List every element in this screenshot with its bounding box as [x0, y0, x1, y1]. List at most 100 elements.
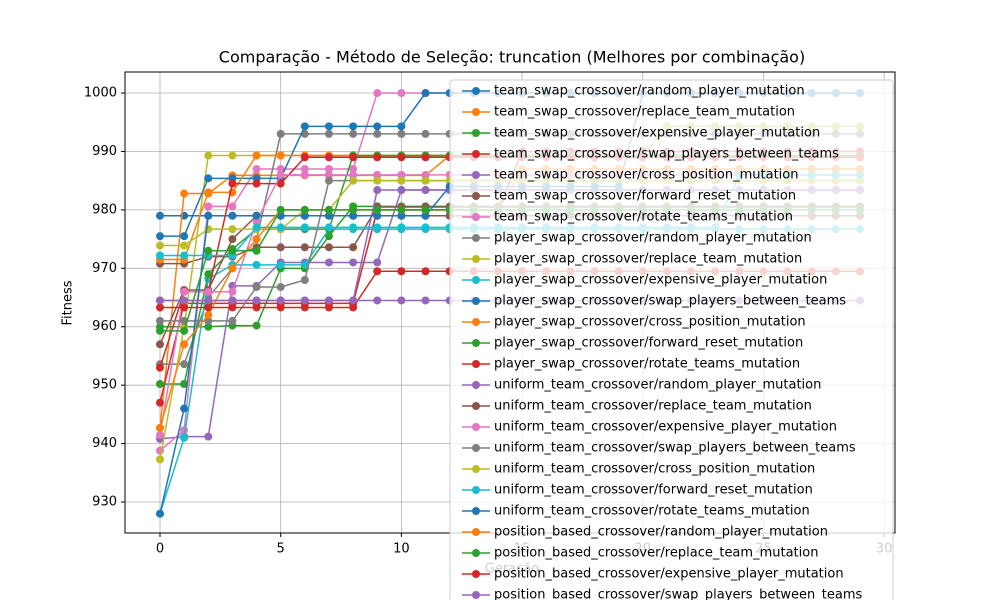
data-point [397, 211, 406, 220]
legend-marker [472, 444, 480, 452]
legend-label: player_swap_crossover/swap_players_betwe… [494, 294, 846, 309]
data-point [324, 211, 333, 220]
data-point [349, 164, 358, 173]
data-point [252, 179, 261, 188]
legend-marker [472, 255, 480, 263]
data-point [276, 243, 285, 252]
data-point [204, 246, 213, 255]
data-point [228, 303, 237, 312]
data-point [397, 186, 406, 195]
legend-marker [472, 192, 480, 200]
data-point [228, 316, 237, 325]
data-point [204, 287, 213, 296]
data-point [300, 243, 309, 252]
data-point [204, 322, 213, 331]
data-point [252, 211, 261, 220]
data-point [180, 360, 189, 369]
y-axis-label: Fitness [61, 280, 76, 325]
data-point [421, 186, 430, 195]
data-point [349, 129, 358, 138]
data-point [180, 189, 189, 198]
legend-marker [472, 591, 480, 599]
data-point [349, 170, 358, 179]
legend-label: position_based_crossover/random_player_m… [494, 525, 828, 540]
data-point [421, 129, 430, 138]
data-point [204, 188, 213, 197]
chart-title: Comparação - Método de Seleção: truncati… [219, 48, 805, 67]
legend-label: uniform_team_crossover/random_player_mut… [494, 378, 821, 393]
data-point [373, 153, 382, 162]
y-tick-label: 940 [92, 436, 117, 451]
legend-marker [472, 318, 480, 326]
data-point [349, 243, 358, 252]
data-point [276, 303, 285, 312]
data-point [204, 311, 213, 320]
data-point [204, 151, 213, 160]
data-point [421, 296, 430, 305]
data-point [156, 363, 164, 372]
data-point [276, 179, 285, 188]
data-point [180, 287, 189, 296]
data-point [324, 176, 333, 185]
data-point [373, 176, 382, 185]
data-point [180, 241, 189, 250]
data-point [252, 223, 261, 232]
data-point [300, 170, 309, 179]
legend-label: uniform_team_crossover/swap_players_betw… [494, 441, 856, 456]
legend-label: team_swap_crossover/random_player_mutati… [494, 84, 805, 99]
data-point [421, 267, 430, 276]
legend-label: team_swap_crossover/swap_players_between… [494, 147, 839, 162]
data-point [228, 264, 237, 273]
data-point [204, 432, 213, 441]
data-point [397, 153, 406, 162]
data-point [276, 151, 285, 160]
data-point [373, 89, 382, 98]
data-point [180, 296, 189, 305]
legend-label: player_swap_crossover/rotate_teams_mutat… [494, 357, 800, 372]
legend-marker [472, 339, 480, 347]
legend-label: uniform_team_crossover/rotate_teams_muta… [494, 504, 810, 519]
legend-marker [472, 570, 480, 578]
data-point [156, 326, 164, 335]
data-point [276, 205, 285, 214]
legend-marker [472, 129, 480, 137]
data-point [204, 211, 213, 220]
data-point [324, 205, 333, 214]
data-point [204, 225, 213, 234]
data-point [228, 202, 237, 211]
data-point [349, 205, 358, 214]
data-point [349, 258, 358, 267]
data-point [300, 223, 309, 232]
data-point [228, 296, 237, 305]
data-point [252, 303, 261, 312]
legend-marker [472, 507, 480, 515]
legend-marker [472, 486, 480, 494]
data-point [324, 296, 333, 305]
data-point [349, 122, 358, 131]
data-point [421, 89, 430, 98]
data-point [349, 176, 358, 185]
data-point [324, 223, 333, 232]
data-point [156, 251, 164, 260]
data-point [397, 205, 406, 214]
data-point [349, 211, 358, 220]
data-point [228, 246, 237, 255]
data-point [156, 340, 164, 349]
data-point [324, 303, 333, 312]
legend-label: uniform_team_crossover/replace_team_muta… [494, 399, 812, 414]
data-point [373, 223, 382, 232]
data-point [373, 170, 382, 179]
legend-marker [472, 213, 480, 221]
data-point [252, 151, 261, 160]
data-point [373, 211, 382, 220]
data-point [324, 164, 333, 173]
legend-label: position_based_crossover/swap_players_be… [494, 588, 863, 600]
y-tick-label: 930 [92, 495, 117, 510]
legend-label: position_based_crossover/expensive_playe… [494, 567, 844, 582]
legend-marker [472, 171, 480, 179]
y-tick-label: 970 [92, 261, 117, 276]
data-point [252, 217, 261, 226]
data-point [204, 303, 213, 312]
data-point [252, 235, 261, 244]
data-point [373, 258, 382, 267]
